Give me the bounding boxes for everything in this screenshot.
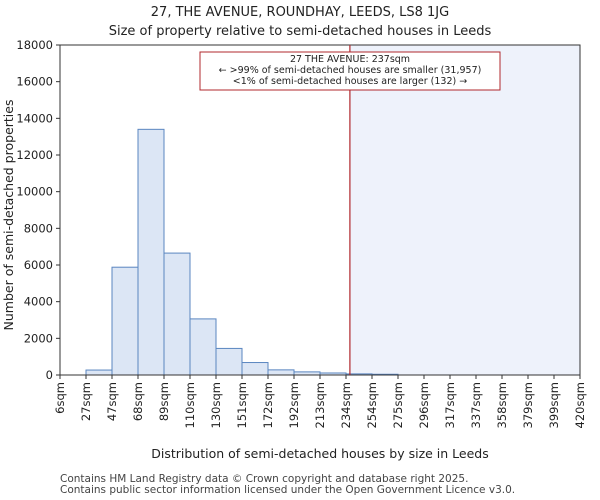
histogram-bar <box>85 369 113 376</box>
x-tick-label: 47sqm <box>105 382 119 421</box>
x-tick-label: 151sqm <box>235 382 249 428</box>
y-tick-label: 16000 <box>16 75 53 89</box>
chart-title: 27, THE AVENUE, ROUNDHAY, LEEDS, LS8 1JG <box>151 5 449 20</box>
annotation-line: 27 THE AVENUE: 237sqm <box>290 54 410 65</box>
y-tick-label: 14000 <box>16 111 53 125</box>
larger-region-shade <box>349 45 580 375</box>
y-tick-label: 10000 <box>16 185 53 199</box>
footer-licence: Contains public sector information licen… <box>60 484 516 496</box>
x-tick-label: 130sqm <box>209 382 223 428</box>
histogram-bar <box>215 347 243 376</box>
x-tick-label: 89sqm <box>157 382 171 421</box>
x-tick-label: 296sqm <box>417 382 431 428</box>
x-tick-label: 6sqm <box>53 382 67 414</box>
histogram-bar <box>241 362 269 376</box>
annotation-line: ← >99% of semi-detached houses are small… <box>219 65 482 76</box>
y-axis-label: Number of semi-detached properties <box>1 100 16 331</box>
x-tick-label: 110sqm <box>183 382 197 428</box>
x-tick-label: 337sqm <box>469 382 483 428</box>
y-tick-label: 12000 <box>16 148 53 162</box>
x-tick-label: 234sqm <box>339 382 353 428</box>
x-tick-label: 213sqm <box>313 382 327 428</box>
chart-subtitle: Size of property relative to semi-detach… <box>109 24 492 39</box>
y-tick-label: 4000 <box>24 295 53 309</box>
x-tick-label: 358sqm <box>495 382 509 428</box>
annotation-line: <1% of semi-detached houses are larger (… <box>233 76 467 87</box>
histogram-bar <box>267 369 295 376</box>
histogram-bar <box>163 252 191 376</box>
y-tick-label: 6000 <box>24 258 53 272</box>
y-tick-label: 0 <box>46 368 53 382</box>
histogram-bar <box>189 318 217 376</box>
x-tick-label: 399sqm <box>547 382 561 428</box>
footer-copyright: Contains HM Land Registry data © Crown c… <box>60 473 469 485</box>
histogram-bar <box>111 266 139 376</box>
x-tick-label: 27sqm <box>79 382 93 421</box>
x-tick-label: 68sqm <box>131 382 145 421</box>
x-tick-label: 172sqm <box>261 382 275 428</box>
y-tick-label: 18000 <box>16 38 53 52</box>
x-axis-label: Distribution of semi-detached houses by … <box>151 446 489 461</box>
y-tick-label: 8000 <box>24 221 53 235</box>
x-tick-label: 420sqm <box>573 382 587 428</box>
x-tick-label: 275sqm <box>391 382 405 428</box>
histogram-bar <box>137 128 165 376</box>
annotation-box <box>199 51 501 91</box>
x-tick-label: 192sqm <box>287 382 301 428</box>
x-tick-label: 379sqm <box>521 382 535 428</box>
y-tick-label: 2000 <box>24 331 53 345</box>
x-tick-label: 254sqm <box>365 382 379 428</box>
x-tick-label: 317sqm <box>443 382 457 428</box>
